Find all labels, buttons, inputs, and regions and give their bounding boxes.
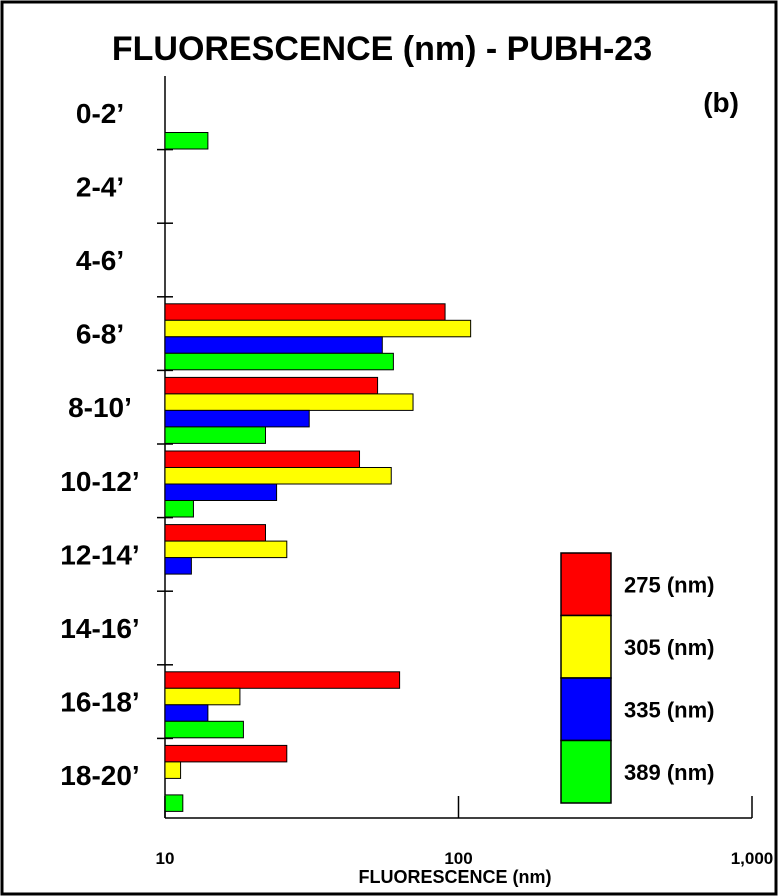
bar bbox=[164, 303, 446, 321]
category-label: 14-16’ bbox=[60, 613, 139, 644]
bar bbox=[164, 720, 244, 739]
bar bbox=[164, 540, 288, 559]
bar bbox=[164, 671, 401, 689]
bar bbox=[164, 426, 267, 444]
bar bbox=[164, 557, 192, 575]
x-axis-title: FLUORESCENCE (nm) bbox=[359, 867, 552, 887]
legend-swatch bbox=[560, 614, 612, 679]
category-label: 8-10’ bbox=[68, 392, 132, 423]
legend: 275 (nm) 305 (nm) 335 (nm) 389 (nm) bbox=[560, 552, 714, 804]
x-tick-label: 100 bbox=[444, 849, 472, 868]
bar bbox=[164, 467, 392, 485]
x-tick-label: 10 bbox=[156, 849, 175, 868]
bar bbox=[164, 500, 194, 518]
bar bbox=[164, 393, 414, 411]
category-label: 4-6’ bbox=[76, 245, 124, 276]
bar bbox=[164, 744, 288, 763]
bar bbox=[164, 704, 209, 722]
bar bbox=[164, 132, 209, 150]
x-tick-label: 1,000 bbox=[731, 849, 774, 868]
panel-label: (b) bbox=[703, 87, 739, 118]
category-label: 12-14’ bbox=[60, 539, 139, 570]
legend-label: 389 (nm) bbox=[624, 760, 714, 785]
legend-swatch bbox=[560, 677, 612, 742]
bar bbox=[164, 450, 361, 468]
bar bbox=[164, 687, 241, 706]
category-label: 10-12’ bbox=[60, 466, 139, 497]
bar bbox=[164, 409, 310, 428]
bar bbox=[164, 376, 379, 395]
legend-swatch bbox=[560, 552, 612, 617]
bar bbox=[164, 336, 383, 354]
bar bbox=[164, 524, 267, 542]
category-label: 18-20’ bbox=[60, 760, 139, 791]
legend-label: 335 (nm) bbox=[624, 697, 714, 722]
bars-layer bbox=[164, 132, 472, 812]
category-label: 2-4’ bbox=[76, 171, 124, 202]
bar bbox=[164, 319, 472, 338]
x-tick-labels: 10 100 1,000 bbox=[156, 796, 774, 868]
category-label: 16-18’ bbox=[60, 687, 139, 718]
category-labels: 0-2’ 2-4’ 4-6’ 6-8’ 8-10’ 10-12’ 12-14’ 14-16’ 1… bbox=[60, 98, 173, 791]
legend-label: 305 (nm) bbox=[624, 635, 714, 660]
bar bbox=[164, 794, 184, 812]
chart-title: FLUORESCENCE (nm) - PUBH-23 bbox=[112, 30, 652, 68]
legend-label: 275 (nm) bbox=[624, 572, 714, 597]
legend-swatch bbox=[560, 739, 612, 804]
bar bbox=[164, 483, 278, 501]
category-label: 6-8’ bbox=[76, 319, 124, 350]
bar bbox=[164, 761, 182, 779]
category-label: 0-2’ bbox=[76, 98, 124, 129]
bar bbox=[164, 352, 394, 371]
